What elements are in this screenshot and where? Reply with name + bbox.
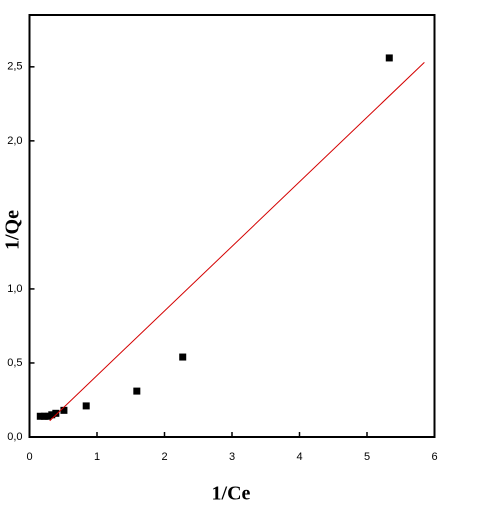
data-point	[44, 412, 52, 420]
data-point	[60, 406, 68, 414]
x-tick-label: 1	[94, 451, 100, 463]
y-tick-label: 1,0	[7, 283, 22, 295]
x-tick-label: 4	[296, 451, 302, 463]
y-tick-label: 2,5	[7, 61, 22, 73]
y-tick-label: 0,5	[7, 357, 22, 369]
data-point	[82, 402, 90, 410]
x-tick-label: 5	[364, 451, 370, 463]
data-point	[179, 353, 187, 361]
data-point	[48, 411, 56, 419]
x-axis-title: 1/Ce	[212, 483, 251, 505]
y-tick-label: 0,0	[7, 431, 22, 443]
data-point	[133, 387, 141, 395]
data-point	[52, 409, 60, 417]
plot-frame	[28, 14, 436, 438]
y-axis-title: 1/Qe	[2, 210, 24, 250]
y-tick-label: 2,0	[7, 135, 22, 147]
data-point	[385, 54, 393, 62]
fit-line	[49, 62, 425, 422]
x-tick-label: 3	[229, 451, 235, 463]
x-tick-label: 0	[26, 451, 32, 463]
data-point	[36, 412, 44, 420]
x-tick-label: 2	[161, 451, 167, 463]
x-tick-label: 6	[431, 451, 437, 463]
